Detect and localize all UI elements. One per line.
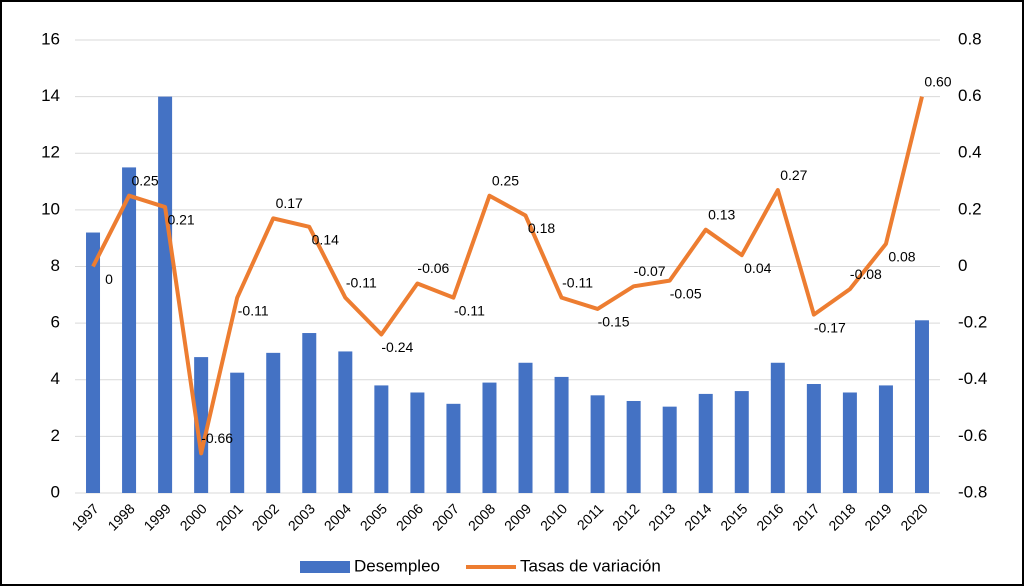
- data-label: 0: [105, 271, 113, 287]
- data-label: -0.11: [562, 274, 593, 290]
- bar: [698, 393, 713, 493]
- bar: [446, 403, 461, 493]
- bar: [410, 392, 425, 493]
- data-label: 0.27: [780, 167, 807, 183]
- line: [91, 96, 924, 456]
- data-label: -0.05: [670, 285, 702, 301]
- bar: [734, 391, 749, 493]
- data-label: 0.21: [167, 212, 194, 228]
- bar: [266, 352, 281, 493]
- bar: [842, 392, 857, 493]
- y2-tick-label: -0.4: [958, 369, 987, 388]
- bar: [158, 96, 173, 493]
- data-label: 0.04: [744, 260, 771, 276]
- data-label: 0.60: [924, 73, 951, 89]
- bar: [878, 385, 893, 493]
- bar: [518, 362, 533, 493]
- bar: [806, 383, 821, 493]
- y2-tick-label: -0.2: [958, 313, 987, 332]
- data-label: -0.24: [381, 339, 413, 355]
- y2-tick-label: 0.6: [958, 86, 982, 105]
- bar: [194, 357, 209, 493]
- bar: [338, 351, 353, 493]
- y-tick-label: 0: [51, 482, 60, 501]
- data-label: 0.25: [492, 172, 519, 188]
- y-tick-label: 12: [41, 143, 60, 162]
- bar: [86, 232, 101, 493]
- bar: [590, 395, 605, 493]
- y-tick-label: 10: [41, 199, 60, 218]
- y2-tick-label: 0.4: [958, 143, 982, 162]
- legend-label: Tasas de variación: [520, 556, 661, 575]
- data-label: -0.06: [417, 260, 449, 276]
- data-label: 0.14: [312, 232, 339, 248]
- y2-tick-label: 0.2: [958, 199, 982, 218]
- bar: [374, 385, 389, 493]
- y-tick-label: 2: [51, 426, 60, 445]
- data-label: -0.17: [814, 319, 846, 335]
- bar: [554, 376, 569, 493]
- data-label: -0.11: [454, 302, 485, 318]
- data-label: 0.18: [528, 220, 555, 236]
- data-label: 0.13: [708, 206, 735, 222]
- y-tick-label: 16: [41, 29, 60, 48]
- y-tick-label: 8: [51, 256, 60, 275]
- bar: [914, 320, 929, 493]
- y2-tick-label: 0: [958, 256, 967, 275]
- bar: [662, 406, 677, 493]
- data-label: -0.07: [634, 263, 666, 279]
- data-label: -0.11: [238, 302, 269, 318]
- data-label: 0.25: [131, 172, 158, 188]
- data-label: 0.08: [888, 249, 915, 265]
- data-label: -0.15: [598, 314, 630, 330]
- y-tick-label: 14: [41, 86, 60, 105]
- data-label: -0.11: [346, 274, 377, 290]
- bar: [482, 382, 497, 493]
- bar: [122, 167, 137, 493]
- data-label: -0.08: [850, 266, 882, 282]
- legend-label: Desempleo: [354, 556, 440, 575]
- bar: [302, 333, 317, 493]
- data-label: -0.66: [201, 430, 233, 446]
- y2-tick-label: -0.6: [958, 426, 987, 445]
- legend-swatch: [300, 561, 350, 573]
- y-tick-label: 4: [51, 369, 60, 388]
- data-label: 0.17: [276, 195, 303, 211]
- y2-tick-label: 0.8: [958, 29, 982, 48]
- y-tick-label: 6: [51, 313, 60, 332]
- bar: [626, 400, 641, 493]
- y2-tick-label: -0.8: [958, 482, 987, 501]
- bar: [230, 372, 245, 493]
- bar: [770, 362, 785, 493]
